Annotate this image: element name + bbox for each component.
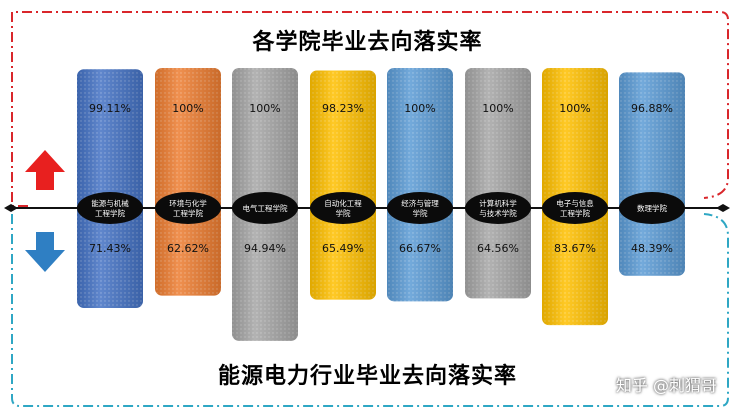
category-ellipse	[542, 192, 608, 224]
category-tick-label: 环境与化学	[169, 198, 207, 208]
bottom-frame	[11, 213, 729, 407]
category-tick-label: 工程学院	[173, 208, 203, 218]
down-arrow-icon	[25, 232, 65, 272]
bar-shine	[465, 68, 531, 299]
category-tick-label: 计算机科学	[479, 198, 517, 208]
chart-subtitle: 能源电力行业毕业去向落实率	[217, 364, 517, 389]
category-tick-label: 能源与机械	[91, 198, 129, 208]
data-label-upper: 99.11%	[89, 102, 131, 115]
top-frame	[11, 11, 729, 207]
data-label-lower: 83.67%	[554, 242, 596, 255]
bar-shine	[619, 72, 685, 276]
category-tick-label: 学院	[336, 208, 351, 218]
chart-title: 各学院毕业去向落实率	[252, 30, 483, 55]
category-tick-label: 工程学院	[560, 208, 590, 218]
axis-end-left	[4, 204, 18, 212]
up-arrow-icon	[25, 150, 65, 190]
bar-group	[310, 70, 376, 300]
data-label-upper: 100%	[249, 102, 280, 115]
category-tick-label: 学院	[413, 208, 428, 218]
data-label-lower: 64.56%	[477, 242, 519, 255]
category-tick-label: 与技术学院	[479, 208, 517, 218]
category-ellipse	[155, 192, 221, 224]
category-tick-label: 电气工程学院	[243, 203, 288, 213]
data-label-lower: 65.49%	[322, 242, 364, 255]
watermark: 知乎 @刺猬哥	[615, 376, 717, 395]
category-tick-label: 经济与管理	[401, 198, 439, 208]
category-label: 数理学院	[619, 192, 685, 224]
bar-group	[387, 68, 453, 302]
bar-group	[465, 68, 531, 299]
data-label-upper: 100%	[482, 102, 513, 115]
data-label-lower: 94.94%	[244, 242, 286, 255]
category-ellipse	[387, 192, 453, 224]
data-label-upper: 100%	[559, 102, 590, 115]
category-tick-label: 自动化工程	[324, 198, 362, 208]
category-label: 电气工程学院	[232, 192, 298, 224]
data-label-upper: 98.23%	[322, 102, 364, 115]
bar-shine	[387, 68, 453, 302]
bar-shine	[155, 68, 221, 296]
data-label-upper: 100%	[404, 102, 435, 115]
data-label-lower: 66.67%	[399, 242, 441, 255]
category-tick-label: 电子与信息	[556, 198, 594, 208]
category-ellipse	[465, 192, 531, 224]
category-ellipse	[310, 192, 376, 224]
bar-group	[155, 68, 221, 296]
category-tick-label: 工程学院	[95, 208, 125, 218]
axis-end-right	[716, 204, 730, 212]
bar-group	[77, 69, 143, 309]
bar-shine	[77, 69, 143, 309]
data-label-lower: 71.43%	[89, 242, 131, 255]
data-label-upper: 100%	[172, 102, 203, 115]
bar-shine	[310, 70, 376, 300]
category-ellipse	[77, 192, 143, 224]
data-label-lower: 48.39%	[631, 242, 673, 255]
bar-group	[619, 72, 685, 276]
category-tick-label: 数理学院	[637, 203, 667, 213]
data-label-upper: 96.88%	[631, 102, 673, 115]
category-ellipse	[619, 192, 685, 224]
category-ellipse	[232, 192, 298, 224]
data-label-lower: 62.62%	[167, 242, 209, 255]
